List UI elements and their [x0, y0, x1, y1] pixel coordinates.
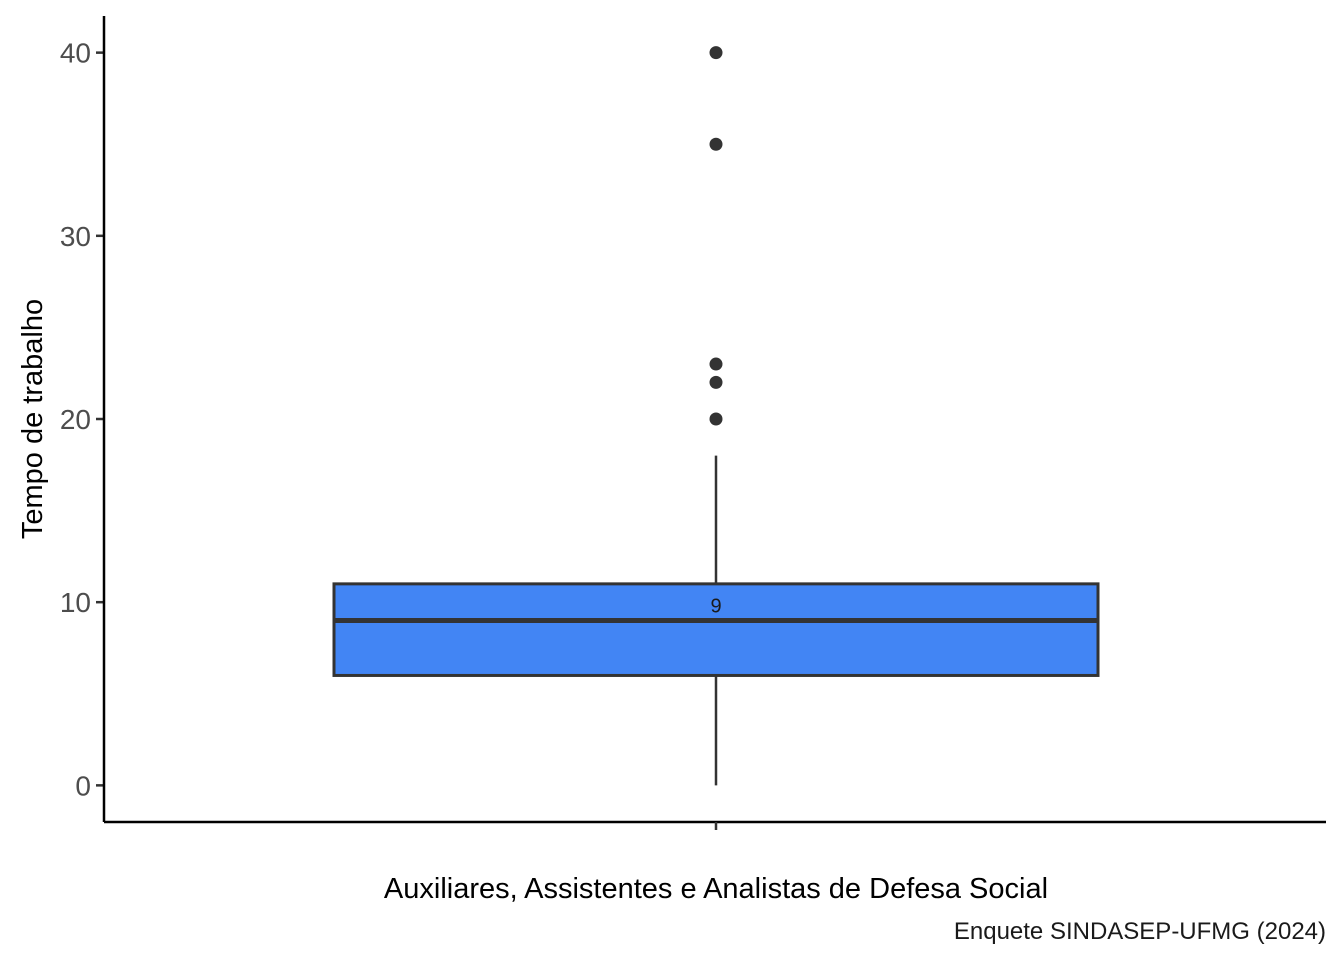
median-label: 9 [710, 596, 721, 618]
outlier-point [709, 357, 723, 371]
outlier-point [709, 375, 723, 389]
chart-caption: Enquete SINDASEP-UFMG (2024) [954, 918, 1326, 945]
x-axis-title: Auxiliares, Assistentes e Analistas de D… [384, 873, 1048, 905]
outlier-point [709, 46, 723, 60]
box-group [332, 455, 1100, 786]
y-tick-label: 30 [60, 221, 91, 252]
y-tick-label: 40 [60, 38, 91, 69]
y-axis-ticks: 0 10 20 30 40 [60, 38, 104, 801]
iqr-box [332, 582, 1100, 677]
outlier-point [709, 137, 723, 151]
y-tick-label: 20 [60, 404, 91, 435]
outlier-points [709, 46, 723, 426]
y-tick-label: 0 [75, 770, 91, 801]
y-tick-label: 10 [60, 587, 91, 618]
y-axis-title: Tempo de trabalho [17, 299, 49, 539]
outlier-point [709, 412, 723, 426]
